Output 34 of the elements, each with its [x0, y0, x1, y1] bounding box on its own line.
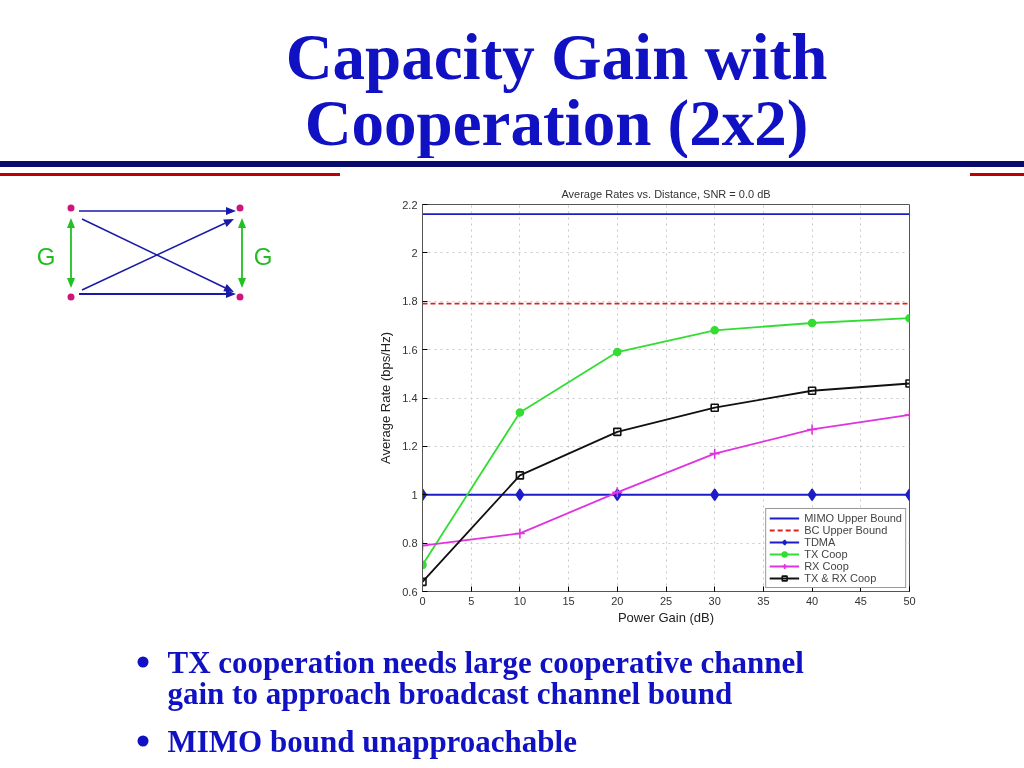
x-tick-label: 40	[805, 594, 819, 607]
x-tick-label: 0	[419, 594, 426, 607]
chart-title: Capacity Gain with Cooperation (2x2)	[285, 20, 828, 159]
text: TX cooperation needs large cooperative channel gain to approach broadcast channel bound	[167, 645, 805, 711]
y-tick-label: 2.2	[402, 198, 418, 211]
y-tick-label: 2	[411, 246, 418, 259]
text: G	[253, 242, 273, 270]
x-axis-title: Power Gain (dB)	[617, 609, 715, 625]
x-tick-label: 10	[513, 594, 527, 607]
legend-label: TX & RX Coop	[804, 572, 877, 584]
y-tick-label: 0.6	[402, 585, 418, 598]
legend-label: RX Coop	[804, 560, 849, 572]
y-tick-label: 1.8	[402, 295, 418, 308]
y-tick-label: 1.6	[402, 343, 418, 356]
x-tick-label: 15	[562, 594, 575, 607]
legend-label: TDMA	[804, 536, 836, 548]
y-tick-label: 1.2	[402, 440, 418, 453]
x-tick-label: 25	[659, 594, 673, 607]
y-tick-label: 0.8	[402, 537, 418, 550]
y-tick-label: 1	[411, 488, 418, 501]
x-tick-label: 20	[611, 594, 624, 607]
legend-label: TX Coop	[804, 548, 848, 560]
y-axis-title: Average Rate (bps/Hz)	[378, 331, 394, 464]
x-tick-label: 5	[468, 594, 475, 607]
text: G	[36, 242, 56, 270]
legend-label: BC Upper Bound	[804, 524, 888, 536]
x-tick-label: 50	[903, 594, 916, 607]
text: MIMO bound unapproachable	[167, 724, 577, 759]
x-tick-label: 35	[757, 594, 770, 607]
y-tick-label: 1.4	[402, 392, 418, 404]
x-tick-label: 30	[708, 594, 721, 607]
chart-subtitle: Average Rates vs. Distance, SNR = 0.0 dB	[561, 187, 771, 200]
x-tick-label: 45	[854, 594, 867, 607]
legend-label: MIMO Upper Bound	[804, 512, 902, 524]
